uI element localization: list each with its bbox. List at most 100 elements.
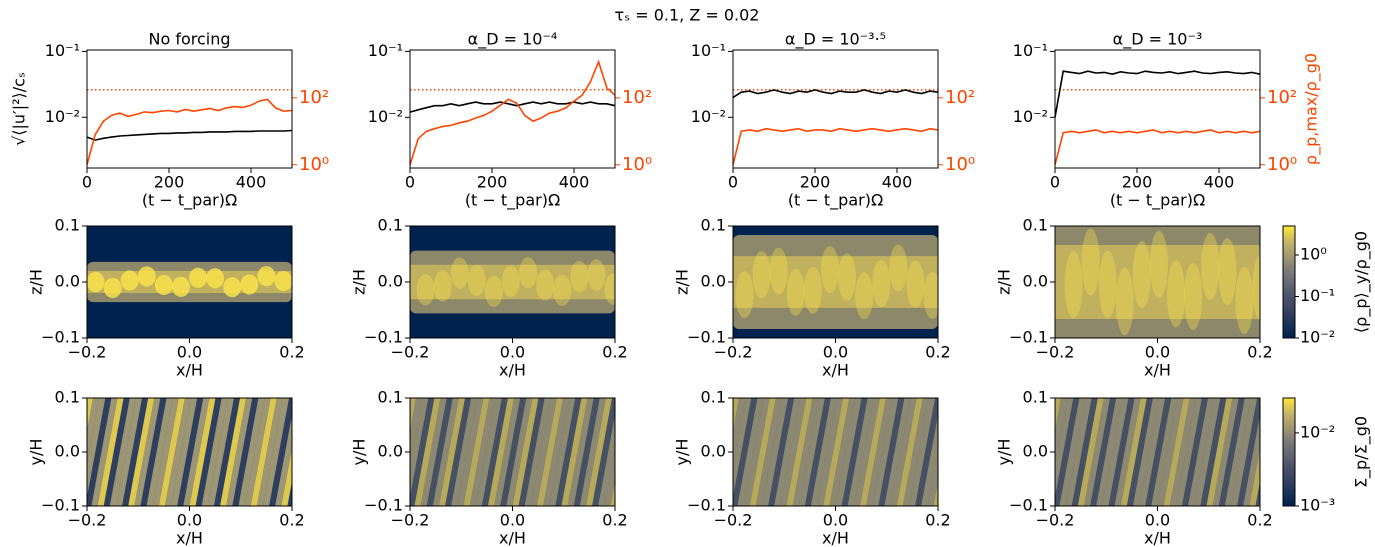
y-tick-label: 0.1 <box>701 216 726 235</box>
x-tick-label: 0.2 <box>1247 343 1272 362</box>
heatmap-blob <box>536 269 555 301</box>
heatmap-streak <box>530 398 557 506</box>
x-tick-label: 0 <box>1050 173 1060 192</box>
heatmap-blob <box>1064 251 1083 319</box>
heatmap-streak <box>128 398 155 506</box>
heatmap-streak <box>1077 398 1104 506</box>
y-tick-label: 0.0 <box>55 272 80 291</box>
heatmap-streak <box>269 398 292 506</box>
y-tick-label: 0.1 <box>378 388 403 407</box>
heatmap-streak <box>439 398 465 506</box>
heatmap-blob <box>223 277 242 298</box>
heatmap-streak <box>792 398 819 506</box>
heatmap-streak <box>853 398 880 506</box>
heatmap-blob <box>889 244 908 292</box>
heatmap-streak <box>579 398 606 506</box>
series-line <box>86 129 293 141</box>
y-axis-label: y/H <box>27 439 46 466</box>
colorbar-label: ⟨ρ_p⟩_y/ρ_g0 <box>1352 231 1372 333</box>
heatmap-streak <box>410 398 416 431</box>
heatmap-blob <box>872 260 891 308</box>
heatmap-streak <box>927 448 938 506</box>
heatmap-streak <box>604 448 615 506</box>
y-tick-label: 0.1 <box>378 216 403 235</box>
x-tick-label: 0.0 <box>1145 511 1170 530</box>
heatmap-streak <box>592 398 615 506</box>
heatmap-streak <box>220 398 247 506</box>
heatmap-streak <box>884 398 911 506</box>
heatmap-streak <box>946 398 972 506</box>
heatmap-blob <box>240 274 259 295</box>
y-axis-label: y/H <box>673 439 692 466</box>
heatmap-streak <box>410 398 429 497</box>
heatmap-streak <box>1059 398 1086 506</box>
series-line <box>409 101 616 113</box>
heatmap-streak <box>1108 398 1135 506</box>
y-tick-label: 0.1 <box>701 388 726 407</box>
heatmap-streak <box>87 398 106 497</box>
heatmap-blob <box>257 266 276 287</box>
x-axis-label: x/H <box>1144 529 1171 547</box>
heatmap-streak <box>1133 398 1159 506</box>
heatmap-blob <box>1098 250 1117 318</box>
heatmap-streak <box>134 398 161 506</box>
y2-tick-label: 10² <box>1267 87 1297 108</box>
y-tick-label: 0.1 <box>1023 216 1048 235</box>
y-axis-label: z/H <box>27 269 46 295</box>
x-tick-label: 0.0 <box>177 511 202 530</box>
heatmap-streak <box>281 448 292 506</box>
heatmap-blob <box>519 257 538 289</box>
heatmap-streak <box>1145 398 1172 506</box>
heatmap-streak <box>189 398 216 506</box>
heatmap-streak <box>432 398 459 506</box>
panel-title: No forcing <box>148 30 230 49</box>
heatmap-streak <box>445 398 472 506</box>
x-tick-label: −0.2 <box>1036 511 1075 530</box>
x-axis-label: x/H <box>822 361 849 380</box>
panel-title: α_D = 10⁻³ <box>1113 30 1203 50</box>
heatmap-streak <box>860 398 886 506</box>
heatmap-blob <box>820 246 839 294</box>
series-line <box>732 127 939 165</box>
heatmap-streak <box>847 398 874 506</box>
y-tick-label: 10⁻² <box>45 107 80 126</box>
y-tick-label: 0.0 <box>701 442 726 461</box>
heatmap-streak <box>1065 398 1092 506</box>
y-tick-label: 0.0 <box>1023 272 1048 291</box>
figure-title: τₛ = 0.1, Z = 0.02 <box>615 6 760 25</box>
heatmap-streak <box>952 398 978 506</box>
x-axis-label: (t − t_par)Ω <box>142 191 237 211</box>
y-tick-label: −0.1 <box>1009 328 1048 347</box>
y-axis-label: √⟨|u′|²⟩/cₛ <box>10 72 29 146</box>
heatmap-streak <box>214 398 240 506</box>
heatmap-streak <box>823 398 850 506</box>
x-tick-label: −0.2 <box>68 511 107 530</box>
heatmap-streak <box>561 398 588 506</box>
x-tick-label: 200 <box>800 173 831 192</box>
series-line <box>1054 70 1261 118</box>
y-tick-label: 0.1 <box>55 388 80 407</box>
heatmap-streak <box>804 398 831 506</box>
heatmap-streak <box>171 398 198 506</box>
y-tick-label: −0.1 <box>687 496 726 515</box>
x-tick-label: 0.0 <box>823 343 848 362</box>
axes-frame <box>409 49 616 169</box>
heatmap-blob <box>769 247 788 295</box>
heatmap-streak <box>737 398 764 506</box>
x-tick-label: 0.0 <box>177 343 202 362</box>
heatmap-streak <box>872 398 899 506</box>
heatmap-streak <box>555 398 582 506</box>
y-axis-label: y/H <box>350 439 369 466</box>
x-tick-label: 0.2 <box>279 511 304 530</box>
heatmap-streak <box>786 398 813 506</box>
heatmap-streak <box>890 398 917 506</box>
x-axis-label: x/H <box>1144 361 1171 380</box>
heatmap <box>410 226 615 338</box>
heatmap-layer-core <box>1055 245 1260 319</box>
heatmap-blob <box>274 271 292 292</box>
heatmap-streak <box>420 398 447 506</box>
heatmap-streak <box>122 398 149 506</box>
heatmap-streak <box>537 398 563 506</box>
y-tick-label: 10⁻² <box>691 107 726 126</box>
heatmap-streak <box>1055 398 1080 506</box>
